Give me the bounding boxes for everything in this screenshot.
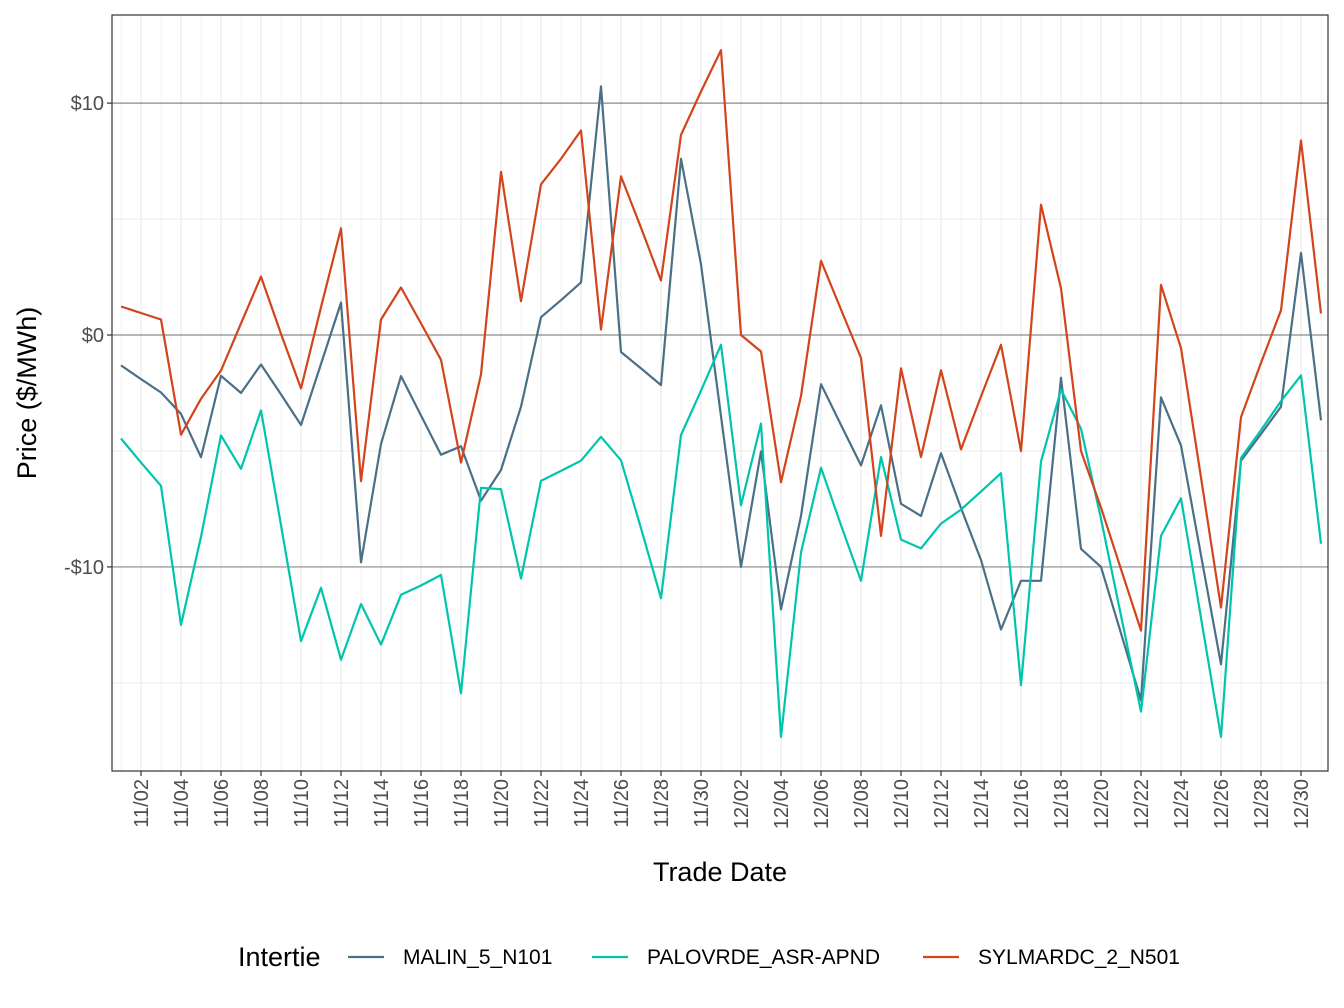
x-tick-label: 12/24: [1171, 779, 1193, 829]
x-tick-label: 12/18: [1051, 779, 1073, 829]
x-tick-label: 12/16: [1011, 779, 1033, 829]
x-tick-label: 12/14: [971, 779, 993, 829]
x-tick-label: 11/16: [411, 779, 433, 828]
y-tick-label: -$10: [64, 557, 104, 579]
x-tick-label: 12/08: [851, 779, 873, 829]
x-tick-label: 11/12: [331, 779, 353, 828]
y-tick-label: $10: [71, 93, 104, 115]
x-tick-label: 12/26: [1211, 779, 1233, 829]
x-tick-label: 12/06: [811, 779, 833, 829]
legend: Intertie MALIN_5_N101 PALOVRDE_ASR-APND SY…: [238, 942, 1180, 972]
grid: [112, 15, 1328, 771]
x-tick-label: 11/08: [251, 779, 273, 828]
legend-title: Intertie: [238, 942, 321, 972]
series-lines: [120, 49, 1323, 739]
y-tick-label: $0: [82, 325, 104, 347]
x-tick-label: 11/30: [691, 779, 713, 828]
series-line-malin_5_n101: [120, 85, 1323, 702]
x-tick-label: 12/28: [1251, 779, 1273, 829]
legend-label: SYLMARDC_2_N501: [978, 946, 1180, 969]
x-axis-title: Trade Date: [653, 857, 787, 887]
x-tick-label: 12/10: [891, 779, 913, 829]
series-line-sylmardc_2_n501: [120, 49, 1323, 632]
x-tick-label: 11/26: [611, 779, 633, 828]
x-tick-label: 11/24: [571, 779, 593, 828]
x-tick-label: 11/18: [451, 779, 473, 828]
x-tick-label: 12/12: [931, 779, 953, 829]
plot-border: [111, 14, 1329, 772]
x-tick-label: 12/22: [1131, 779, 1153, 829]
x-tick-label: 11/20: [491, 779, 513, 828]
y-axis: $10 $0 -$10: [64, 93, 112, 579]
x-tick-label: 11/28: [651, 779, 673, 828]
x-tick-label: 11/04: [171, 779, 193, 828]
x-axis: 11/02 11/04 11/06 11/08 11/10 11/12 11/14 11/16…: [131, 771, 1313, 829]
x-tick-label: 12/04: [771, 779, 793, 829]
legend-label: MALIN_5_N101: [403, 946, 552, 969]
series-line-palovrde_asr-apnd: [120, 343, 1323, 739]
x-tick-label: 11/06: [211, 779, 233, 828]
x-tick-label: 11/14: [371, 779, 393, 828]
x-tick-label: 12/02: [731, 779, 753, 829]
x-tick-label: 12/30: [1291, 779, 1313, 829]
y-axis-title: Price ($/MWh): [12, 307, 42, 480]
x-tick-label: 11/02: [131, 779, 153, 828]
x-tick-label: 11/10: [291, 779, 313, 828]
x-tick-label: 11/22: [531, 779, 553, 828]
legend-label: PALOVRDE_ASR-APND: [647, 946, 880, 969]
x-tick-label: 12/20: [1091, 779, 1113, 829]
